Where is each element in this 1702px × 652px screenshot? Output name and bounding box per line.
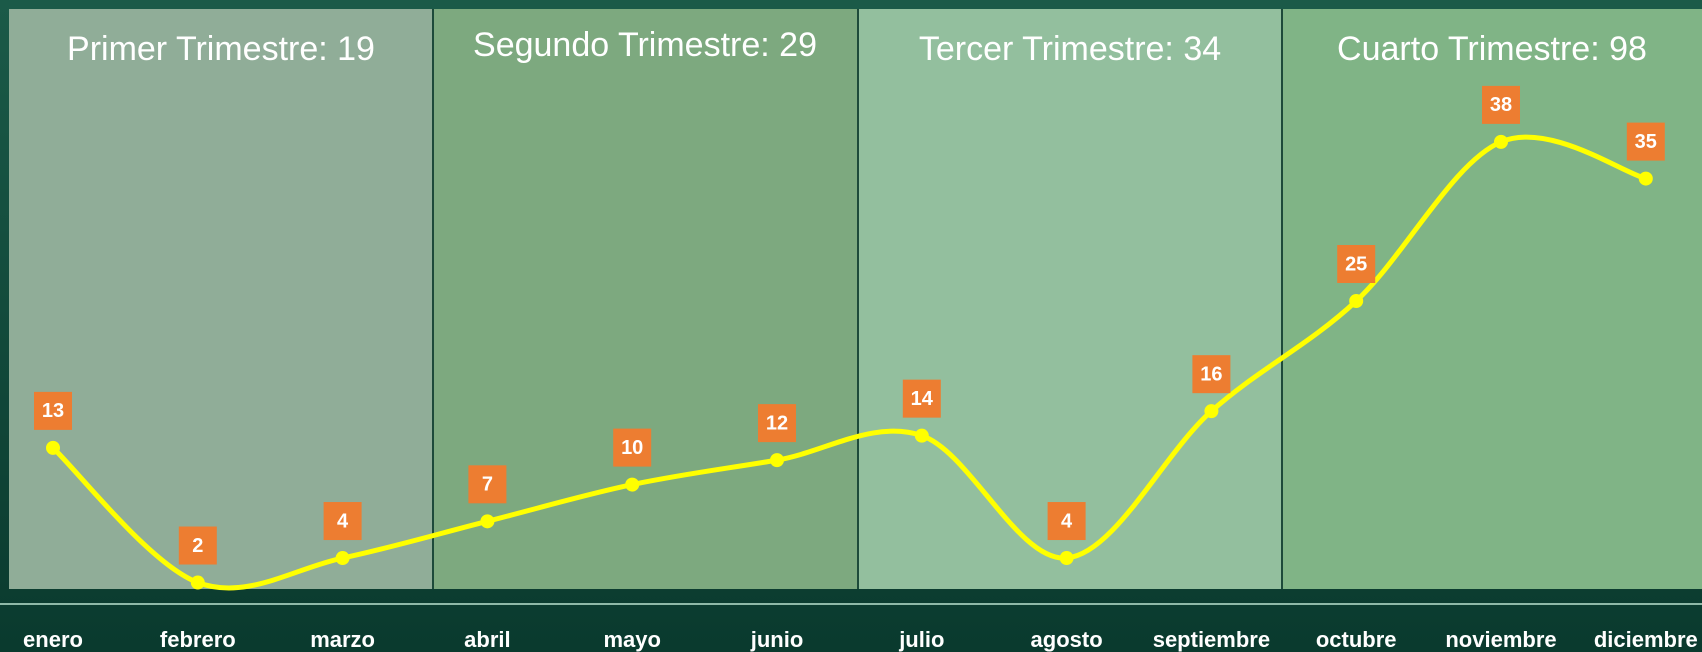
label-box	[902, 379, 941, 418]
marker	[46, 440, 60, 455]
label-box	[1626, 122, 1665, 161]
data-label: 16	[1200, 363, 1222, 385]
x-tick-label: mayo	[603, 627, 660, 652]
x-tick-label: septiembre	[1153, 627, 1270, 652]
label-box	[1047, 502, 1086, 541]
marker	[914, 428, 929, 443]
quarter-title: Primer Trimestre: 19	[67, 30, 375, 68]
x-tick-label: octubre	[1316, 627, 1397, 652]
marker	[190, 575, 205, 590]
x-tick-label: febrero	[160, 627, 236, 652]
x-tick-label: junio	[750, 627, 804, 652]
x-tick-label: agosto	[1031, 627, 1103, 652]
marker	[770, 453, 784, 468]
data-label: 12	[766, 412, 788, 434]
marker	[1204, 404, 1219, 419]
data-label: 10	[621, 437, 643, 459]
marker	[480, 514, 495, 529]
quarter-panel	[9, 9, 433, 589]
label-box	[323, 502, 362, 541]
quarter-title: Segundo Trimestre: 29	[473, 26, 817, 64]
label-box	[468, 465, 507, 504]
x-tick-label: marzo	[310, 627, 375, 652]
data-label: 25	[1345, 253, 1367, 275]
data-label: 4	[1061, 510, 1073, 532]
x-tick-label: noviembre	[1445, 627, 1556, 652]
line	[51, 134, 1647, 591]
data-label: 14	[911, 388, 934, 410]
label-box	[1482, 85, 1520, 124]
label-box	[34, 391, 72, 430]
data-label: 7	[482, 474, 493, 496]
data-label: 13	[42, 400, 64, 422]
marker	[1494, 134, 1508, 149]
marker	[1349, 294, 1364, 308]
marker	[1638, 171, 1653, 186]
marker	[335, 551, 350, 566]
quarter-title: Cuarto Trimestre: 98	[1337, 30, 1647, 68]
label-box	[178, 526, 217, 565]
label-box	[613, 428, 652, 467]
x-tick-label: abril	[464, 627, 510, 652]
quarter-panel	[858, 9, 1282, 589]
marker	[1059, 551, 1074, 566]
data-label: 38	[1490, 94, 1512, 116]
x-tick-label: enero	[23, 627, 83, 652]
data-label: 2	[192, 535, 203, 557]
quarter-title: Tercer Trimestre: 34	[919, 30, 1221, 68]
marker	[625, 477, 640, 492]
label-box	[1192, 355, 1231, 394]
label-box	[1337, 245, 1376, 283]
label-box	[758, 404, 796, 443]
x-tick-label: diciembre	[1594, 627, 1698, 652]
data-label: 4	[337, 510, 349, 532]
x-tick-label: julio	[898, 627, 944, 652]
data-label: 35	[1635, 131, 1657, 153]
